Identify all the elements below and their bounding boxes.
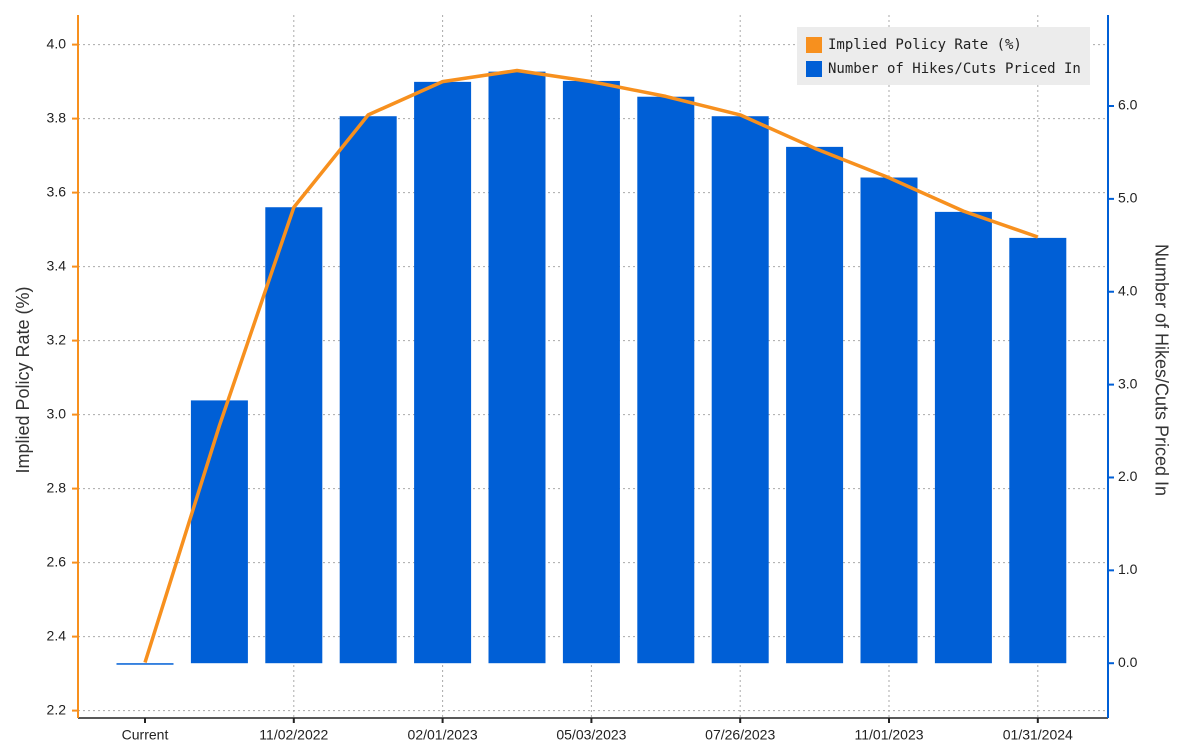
bar <box>116 663 174 665</box>
bar <box>786 146 844 664</box>
y-tick-label: 3.2 <box>47 331 67 347</box>
y-tick-label: 2.4 <box>47 627 67 643</box>
y2-tick-label: 3.0 <box>1118 375 1138 391</box>
legend-label: Number of Hikes/Cuts Priced In <box>828 61 1081 77</box>
y2-tick-label: 1.0 <box>1118 561 1138 577</box>
line <box>143 68 1039 664</box>
legend-swatch <box>806 61 822 77</box>
y-tick-label: 2.2 <box>47 701 67 717</box>
x-tick-label: 02/01/2023 <box>408 727 478 742</box>
y-tick-label: 3.4 <box>47 257 67 273</box>
y2-tick-label: 5.0 <box>1118 190 1138 206</box>
legend-label: Implied Policy Rate (%) <box>828 37 1022 53</box>
x-tick-label: 11/02/2022 <box>259 727 328 742</box>
y-axis-title: Implied Policy Rate (%) <box>13 286 33 473</box>
y-tick-label: 3.6 <box>47 183 67 199</box>
bar <box>339 116 397 664</box>
bar <box>934 211 992 664</box>
x-tick-label: 05/03/2023 <box>556 727 626 742</box>
legend-box <box>797 27 1090 85</box>
bar <box>414 81 472 664</box>
bar <box>265 207 323 664</box>
y2-tick-label: 4.0 <box>1118 282 1138 298</box>
x-tick-label: 01/31/2024 <box>1003 727 1073 742</box>
x-tick-label: 11/01/2023 <box>854 727 923 742</box>
y-tick-label: 2.8 <box>47 479 67 495</box>
x-tick-label: 07/26/2023 <box>705 727 775 742</box>
y2-tick-label: 0.0 <box>1118 654 1138 670</box>
bar <box>860 177 918 664</box>
y-tick-label: 3.8 <box>47 109 67 125</box>
bar <box>562 80 620 664</box>
legend: Implied Policy Rate (%) Number of Hikes/C… <box>797 27 1090 85</box>
legend-swatch <box>806 37 822 53</box>
y-tick-label: 2.6 <box>47 553 67 569</box>
bar <box>637 96 695 664</box>
bar <box>488 71 546 664</box>
y-tick-label: 4.0 <box>47 35 67 51</box>
bar <box>711 116 769 664</box>
y2-tick-label: 2.0 <box>1118 468 1138 484</box>
y2-axis-title: Number of Hikes/Cuts Priced In <box>1151 244 1171 496</box>
y-tick-label: 3.0 <box>47 405 67 421</box>
y2-tick-label: 6.0 <box>1118 97 1138 113</box>
bar <box>190 400 248 664</box>
x-tick-label: Current <box>122 727 169 742</box>
bar <box>1009 237 1067 664</box>
